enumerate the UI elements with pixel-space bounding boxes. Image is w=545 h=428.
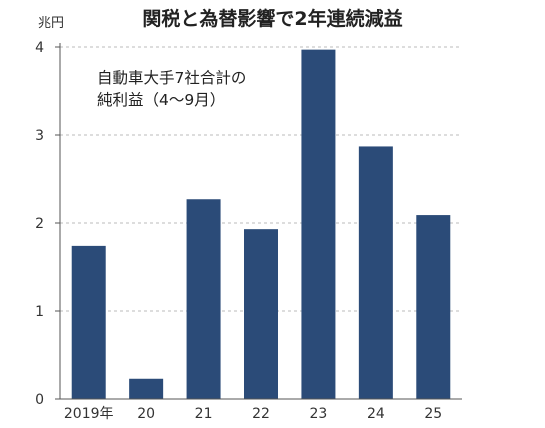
axes	[55, 43, 462, 400]
bar	[358, 146, 393, 399]
x-tick-label: 25	[424, 406, 442, 422]
y-tick-labels: 0 1 2 3 4	[35, 40, 44, 408]
bar	[71, 245, 106, 399]
bar	[244, 229, 278, 399]
annotation-line-2: 純利益（4〜9月）	[97, 91, 226, 109]
bar	[301, 49, 336, 399]
bar	[129, 378, 164, 399]
y-tick-label: 2	[35, 216, 44, 232]
annotation-line-1: 自動車大手7社合計の	[97, 69, 247, 87]
chart-annotation: 自動車大手7社合計の 純利益（4〜9月）	[93, 65, 251, 113]
x-tick-label: 21	[195, 406, 213, 422]
x-tick-label: 23	[310, 406, 328, 422]
chart-title: 関税と為替影響で2年連続減益	[142, 8, 403, 30]
y-axis-unit-label: 兆円	[38, 16, 65, 31]
x-tick-labels: 2019年 20 21 22 23 24 25	[64, 406, 442, 422]
x-tick-label: 24	[367, 406, 385, 422]
x-tick-label: 2019年	[64, 406, 114, 422]
bar	[416, 215, 451, 399]
bars	[71, 49, 451, 399]
bar	[186, 199, 221, 399]
x-tick-label: 22	[252, 406, 270, 422]
x-tick-label: 20	[137, 406, 155, 422]
y-tick-label: 1	[35, 304, 44, 320]
y-tick-label: 4	[35, 40, 44, 56]
y-tick-label: 3	[35, 128, 44, 144]
y-tick-label: 0	[35, 392, 44, 408]
